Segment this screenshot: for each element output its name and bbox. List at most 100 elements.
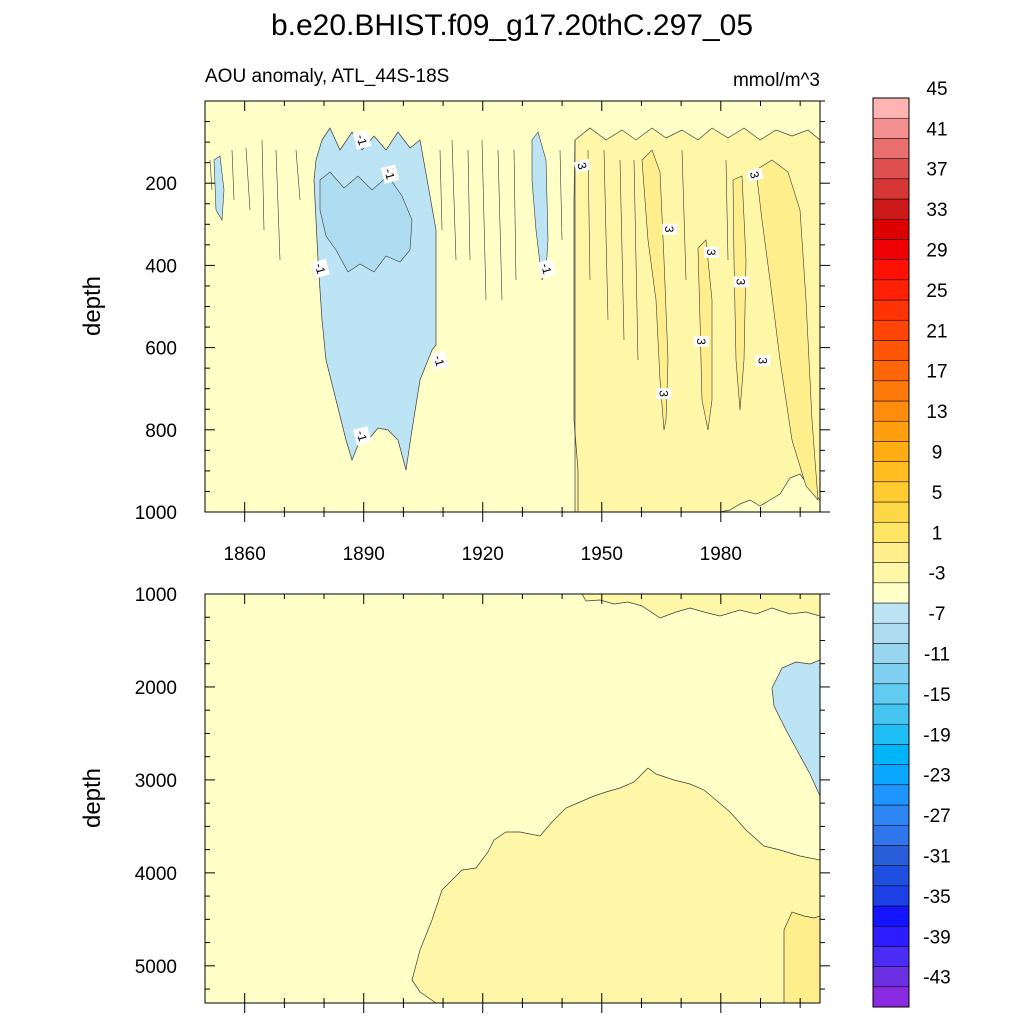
contour-label: 3	[746, 167, 764, 183]
upper-positive-region-lower-edge	[573, 139, 579, 512]
colorbar-swatch	[872, 542, 910, 563]
contour-label: 3	[733, 276, 749, 288]
contour-label: -1	[380, 164, 400, 184]
lower-contour-fills	[205, 594, 820, 1003]
upper-negative-region-left	[213, 155, 225, 221]
contour-label: 3	[573, 158, 592, 174]
contour-label-text: -1	[312, 262, 328, 276]
panel-subtitle: AOU anomaly, ATL_44S-18S	[205, 66, 449, 87]
colorbar-swatch	[872, 643, 910, 664]
contour-label-text: 3	[747, 170, 762, 180]
colorbar-label: -11	[924, 645, 950, 666]
colorbar-label: 13	[926, 402, 947, 423]
upper-positive-region-1	[574, 127, 820, 512]
contour-label-bg	[573, 158, 592, 174]
y-tick-label: 2000	[135, 678, 177, 699]
colorbar-swatch	[872, 279, 910, 301]
contour-label-text: 3	[656, 390, 670, 397]
lower-positive-region-deep	[411, 767, 820, 1003]
contour-label: 3	[693, 335, 709, 347]
contour-label-bg	[746, 167, 764, 183]
colorbar-swatch	[872, 198, 910, 220]
colorbar-swatch	[872, 461, 910, 483]
colorbar-label: 37	[926, 160, 947, 181]
contour-label-text: 3	[574, 161, 589, 171]
contour-label-text: -1	[538, 262, 554, 276]
y-tick-label: 3000	[135, 771, 177, 792]
colorbar-swatch	[872, 340, 910, 361]
colorbar-swatch	[872, 441, 910, 462]
colorbar-label: 41	[926, 119, 947, 140]
x-tick-label: 1950	[581, 544, 623, 565]
contour-label-bg	[662, 223, 678, 235]
colorbar-swatch	[872, 158, 910, 180]
contour-label: 3	[703, 246, 719, 258]
lower-positive-region-top	[581, 594, 820, 619]
upper-axis-ticks: 1860 1890 1920 1950 1980 200 400 600 800 1000	[135, 100, 830, 565]
y-tick-label: 1000	[135, 503, 177, 524]
colorbar-label: 25	[926, 281, 947, 302]
colorbar-swatch	[872, 582, 910, 604]
colorbar-label: 21	[926, 321, 947, 342]
colorbar-label: -3	[929, 564, 946, 585]
colorbar-label: -15	[923, 685, 950, 706]
contour-label-bg	[755, 355, 771, 367]
contour-label-text: 3	[734, 278, 748, 285]
colorbar-label: 17	[926, 362, 947, 383]
colorbar-swatch	[872, 744, 910, 765]
colorbar-swatch	[872, 622, 910, 644]
colorbar-swatch	[872, 925, 910, 947]
upper-negative-region-dark	[319, 171, 413, 273]
contour-label-text: -1	[354, 133, 370, 147]
colorbar-label: -35	[923, 887, 950, 908]
colorbar-swatch	[872, 663, 910, 685]
colorbar-swatch	[872, 521, 910, 543]
colorbar-swatch	[872, 784, 910, 806]
colorbar-swatch	[872, 723, 910, 745]
lower-positive-region-corner	[783, 911, 820, 1003]
upper-contour-labels: -1 -1 -1 -1 -1 -1 3 3 3 3 3 3 3 3	[311, 130, 771, 446]
colorbar-swatch	[872, 259, 910, 281]
colorbar-swatch	[872, 946, 910, 967]
colorbar-label: -7	[929, 604, 946, 625]
y-tick-label: 600	[145, 339, 177, 360]
contour-label-bg	[733, 276, 749, 288]
colorbar: -43-39-35-31-27-23-19-15-11-7-3159131721…	[872, 79, 951, 1008]
lower-y-axis-label: depth	[79, 768, 106, 828]
upper-positive-streaks	[209, 139, 729, 361]
colorbar-label: 9	[932, 443, 943, 464]
x-tick-label: 1890	[343, 544, 385, 565]
contour-label: -1	[352, 130, 372, 150]
colorbar-label: 33	[926, 200, 947, 221]
colorbar-swatch	[872, 319, 910, 341]
colorbar-label: 29	[926, 241, 947, 262]
contour-label-bg	[703, 246, 719, 258]
colorbar-frame	[872, 97, 910, 1008]
colorbar-swatch	[872, 178, 910, 200]
colorbar-swatch	[872, 299, 910, 321]
lower-panel: 1000 2000 3000 4000 5000 depth	[79, 585, 830, 1013]
upper-positive-region-2	[641, 149, 669, 431]
colorbar-swatch	[872, 360, 910, 382]
lower-axis-ticks: 1000 2000 3000 4000 5000	[135, 585, 830, 1013]
colorbar-label: 5	[932, 483, 943, 504]
colorbar-label: 1	[932, 523, 943, 544]
contour-label-text: 3	[704, 249, 718, 256]
contour-label-bg	[380, 164, 400, 184]
colorbar-label: -23	[923, 766, 950, 787]
upper-contour-fills	[205, 101, 820, 512]
colorbar-swatch	[872, 764, 910, 786]
contour-label-text: 3	[694, 338, 708, 345]
colorbar-swatch	[872, 865, 910, 887]
contour-label: 3	[755, 355, 771, 367]
y-tick-label: 400	[145, 256, 177, 277]
colorbar-label: -31	[923, 847, 950, 868]
colorbar-swatch	[872, 420, 910, 442]
contour-label: -1	[352, 426, 372, 446]
colorbar-swatch	[872, 239, 910, 260]
y-tick-label: 4000	[135, 864, 177, 885]
colorbar-swatch	[872, 683, 910, 705]
contour-label-bg	[311, 258, 330, 279]
contour-label-bg	[352, 426, 372, 446]
contour-label: 3	[656, 388, 672, 400]
